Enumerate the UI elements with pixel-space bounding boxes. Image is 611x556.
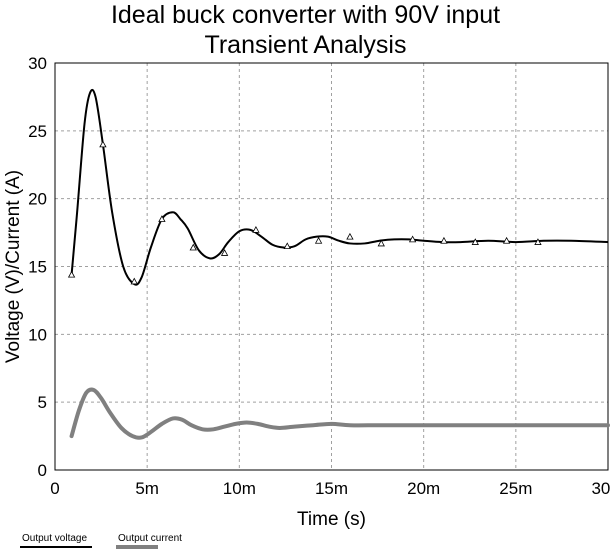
series-line-output-voltage <box>70 88 609 286</box>
voltage-marker <box>67 270 76 278</box>
legend-label-output-current: Output current <box>118 533 182 544</box>
voltage-marker <box>440 236 448 244</box>
y-tick-label: 10 <box>28 325 47 344</box>
y-axis-label: Voltage (V)/Current (A) <box>3 170 24 363</box>
voltage-marker <box>99 140 107 148</box>
x-tick-label: 30m <box>591 479 611 498</box>
y-tick-label: 5 <box>38 393 47 412</box>
voltage-marker <box>220 249 229 256</box>
series-line-output-current <box>69 387 610 440</box>
x-tick-label: 15m <box>315 479 348 498</box>
y-tick-label: 15 <box>28 258 47 277</box>
voltage-marker <box>534 238 542 245</box>
x-tick-label: 10m <box>223 479 256 498</box>
voltage-marker <box>408 235 417 243</box>
legend: Output voltage Output current <box>20 533 182 549</box>
voltage-marker <box>158 215 166 222</box>
x-axis-label: Time (s) <box>297 509 366 530</box>
x-tick-label: 0 <box>50 479 59 498</box>
grid <box>55 63 608 470</box>
voltage-marker <box>283 242 291 250</box>
voltage-marker <box>502 236 511 244</box>
voltage-marker <box>130 277 138 285</box>
series-group <box>67 88 610 440</box>
voltage-marker <box>346 232 354 240</box>
y-tick-label: 25 <box>28 122 47 141</box>
chart-subtitle: Transient Analysis <box>204 31 407 59</box>
x-tick-label: 20m <box>407 479 440 498</box>
chart-title: Ideal buck converter with 90V input <box>110 1 501 29</box>
voltage-marker <box>377 239 385 247</box>
y-tick-label: 0 <box>38 461 47 480</box>
x-tick-label: 25m <box>499 479 532 498</box>
axis-ticks: 0 5m 10m 15m 20m 25m 30m 0 5 10 15 20 25 30 <box>28 54 611 498</box>
legend-label-output-voltage: Output voltage <box>22 533 87 544</box>
voltage-marker <box>471 238 479 245</box>
plot-area-frame <box>54 62 609 471</box>
voltage-marker <box>189 243 197 251</box>
voltage-marker <box>314 236 323 244</box>
y-tick-label: 30 <box>28 54 47 73</box>
y-tick-label: 20 <box>28 190 47 209</box>
voltage-marker <box>252 226 260 233</box>
x-tick-label: 5m <box>135 479 159 498</box>
